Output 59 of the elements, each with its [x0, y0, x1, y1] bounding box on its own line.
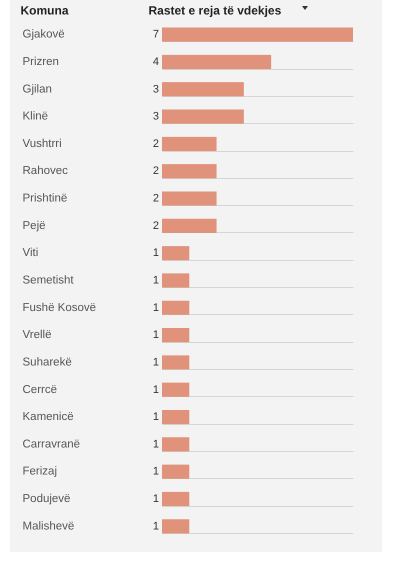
bar	[162, 54, 272, 70]
bar	[162, 164, 217, 178]
bar	[162, 328, 190, 342]
bar	[162, 437, 190, 452]
data-label: 2	[152, 165, 159, 178]
bar	[162, 246, 190, 260]
y-tick-label: Cerrcë	[22, 384, 58, 396]
data-label: 1	[152, 520, 159, 532]
data-label: 4	[152, 56, 159, 68]
y-tick-label: Carravranë	[22, 438, 80, 450]
y-tick-label: Gjilan	[22, 83, 52, 96]
data-label: 7	[152, 28, 159, 41]
y-axis-title: Komuna	[20, 4, 69, 18]
bar	[162, 273, 190, 288]
bar	[162, 410, 190, 424]
data-label: 1	[152, 247, 159, 260]
bar	[162, 218, 217, 233]
data-label: 1	[152, 438, 159, 450]
data-label: 3	[152, 110, 159, 123]
bar	[162, 464, 190, 479]
y-tick-label: Prishtinë	[22, 192, 68, 205]
bar	[162, 82, 244, 96]
data-label: 1	[152, 411, 159, 424]
bar	[162, 355, 190, 370]
data-label: 2	[152, 138, 159, 150]
data-label: 1	[152, 384, 159, 396]
y-tick-label: Prizren	[22, 56, 59, 68]
bar	[162, 492, 190, 506]
data-label: 1	[152, 356, 159, 368]
y-tick-label: Podujevë	[22, 493, 70, 506]
data-label: 1	[152, 329, 159, 342]
bar	[162, 191, 217, 206]
y-tick-label: Kamenicë	[22, 411, 74, 424]
y-tick-label: Gjakovë	[22, 28, 65, 41]
data-label: 2	[152, 192, 159, 205]
bar	[162, 110, 244, 124]
data-label: 1	[152, 274, 159, 286]
y-tick-label: Fushë Kosovë	[22, 302, 96, 314]
y-tick-label: Suharekë	[22, 356, 72, 368]
y-tick-label: Vrellë	[22, 329, 52, 342]
bar	[162, 300, 190, 315]
x-axis-title: Rastet e reja të vdekjes	[148, 4, 282, 18]
data-label: 1	[152, 466, 159, 478]
y-tick-label: Vushtrri	[22, 138, 62, 150]
y-tick-label: Pejë	[22, 220, 46, 232]
data-label: 2	[152, 220, 159, 232]
bar	[162, 519, 190, 534]
bar	[162, 28, 353, 42]
y-tick-label: Klinë	[22, 110, 48, 123]
y-tick-label: Semetisht	[22, 274, 74, 286]
data-label: 1	[152, 493, 159, 506]
y-tick-label: Rahovec	[22, 165, 68, 178]
bar	[162, 136, 217, 152]
y-tick-label: Malishevë	[22, 520, 74, 532]
y-tick-label: Ferizaj	[22, 466, 58, 478]
data-label: 3	[152, 83, 159, 96]
y-tick-label: Viti	[22, 247, 38, 260]
data-label: 1	[152, 302, 159, 314]
bar	[162, 382, 190, 397]
